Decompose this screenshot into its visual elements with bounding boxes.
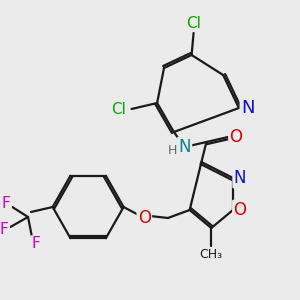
Text: O: O xyxy=(138,209,151,227)
Text: N: N xyxy=(234,169,246,187)
Text: F: F xyxy=(2,196,11,211)
Text: F: F xyxy=(32,236,40,251)
Text: N: N xyxy=(241,99,254,117)
Text: O: O xyxy=(233,201,246,219)
Text: F: F xyxy=(0,221,9,236)
Text: Cl: Cl xyxy=(111,101,126,116)
Text: Cl: Cl xyxy=(186,16,201,31)
Text: N: N xyxy=(178,138,191,156)
Text: CH₃: CH₃ xyxy=(200,248,223,262)
Text: H: H xyxy=(168,143,178,157)
Text: O: O xyxy=(230,128,242,146)
